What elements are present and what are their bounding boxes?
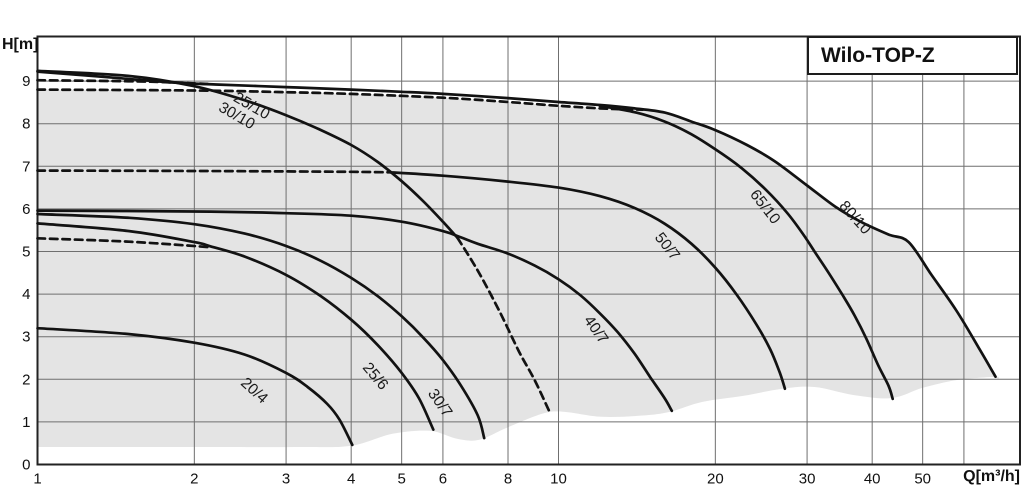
x-tick-label: 40 bbox=[864, 471, 881, 488]
y-tick-label: 0 bbox=[22, 457, 30, 474]
pump-curve bbox=[36, 88, 644, 111]
y-tick-label: 4 bbox=[22, 286, 30, 303]
pump-curve bbox=[36, 70, 997, 379]
x-tick-label: 8 bbox=[504, 471, 512, 488]
y-tick-label: 7 bbox=[22, 158, 30, 175]
pump-curve bbox=[36, 169, 392, 174]
pump-curve bbox=[36, 222, 435, 431]
y-tick-label: 8 bbox=[22, 116, 30, 133]
y-tick-label: 1 bbox=[22, 414, 30, 431]
y-tick-label: 5 bbox=[22, 244, 30, 261]
chart-title-box: Wilo-TOP-Z bbox=[807, 36, 1018, 75]
pump-curve bbox=[388, 170, 787, 391]
y-tick-label: 9 bbox=[22, 73, 30, 90]
x-tick-label: 30 bbox=[799, 471, 816, 488]
x-tick-label: 10 bbox=[550, 471, 567, 488]
x-tick-label: 4 bbox=[347, 471, 355, 488]
x-tick-label: 5 bbox=[397, 471, 405, 488]
pump-curve bbox=[36, 209, 674, 413]
x-tick-label: 2 bbox=[190, 471, 198, 488]
pump-curve bbox=[36, 326, 354, 447]
x-tick-label: 50 bbox=[914, 471, 931, 488]
x-axis-title: Q[m³/h] bbox=[963, 468, 1020, 485]
operating-region bbox=[37, 89, 1000, 448]
pump-curve bbox=[36, 212, 486, 440]
y-axis-title: H[m] bbox=[2, 36, 39, 53]
x-tick-label: 3 bbox=[282, 471, 290, 488]
pump-curve bbox=[598, 104, 895, 401]
x-tick-label: 1 bbox=[33, 471, 41, 488]
plot-frame bbox=[36, 35, 1021, 466]
y-tick-label: 3 bbox=[22, 329, 30, 346]
x-tick-label: 20 bbox=[707, 471, 724, 488]
x-tick-label: 6 bbox=[439, 471, 447, 488]
pump-curve bbox=[456, 236, 551, 413]
y-tick-label: 2 bbox=[22, 371, 30, 388]
y-tick-label: 6 bbox=[22, 201, 30, 218]
pump-curve bbox=[36, 236, 213, 249]
